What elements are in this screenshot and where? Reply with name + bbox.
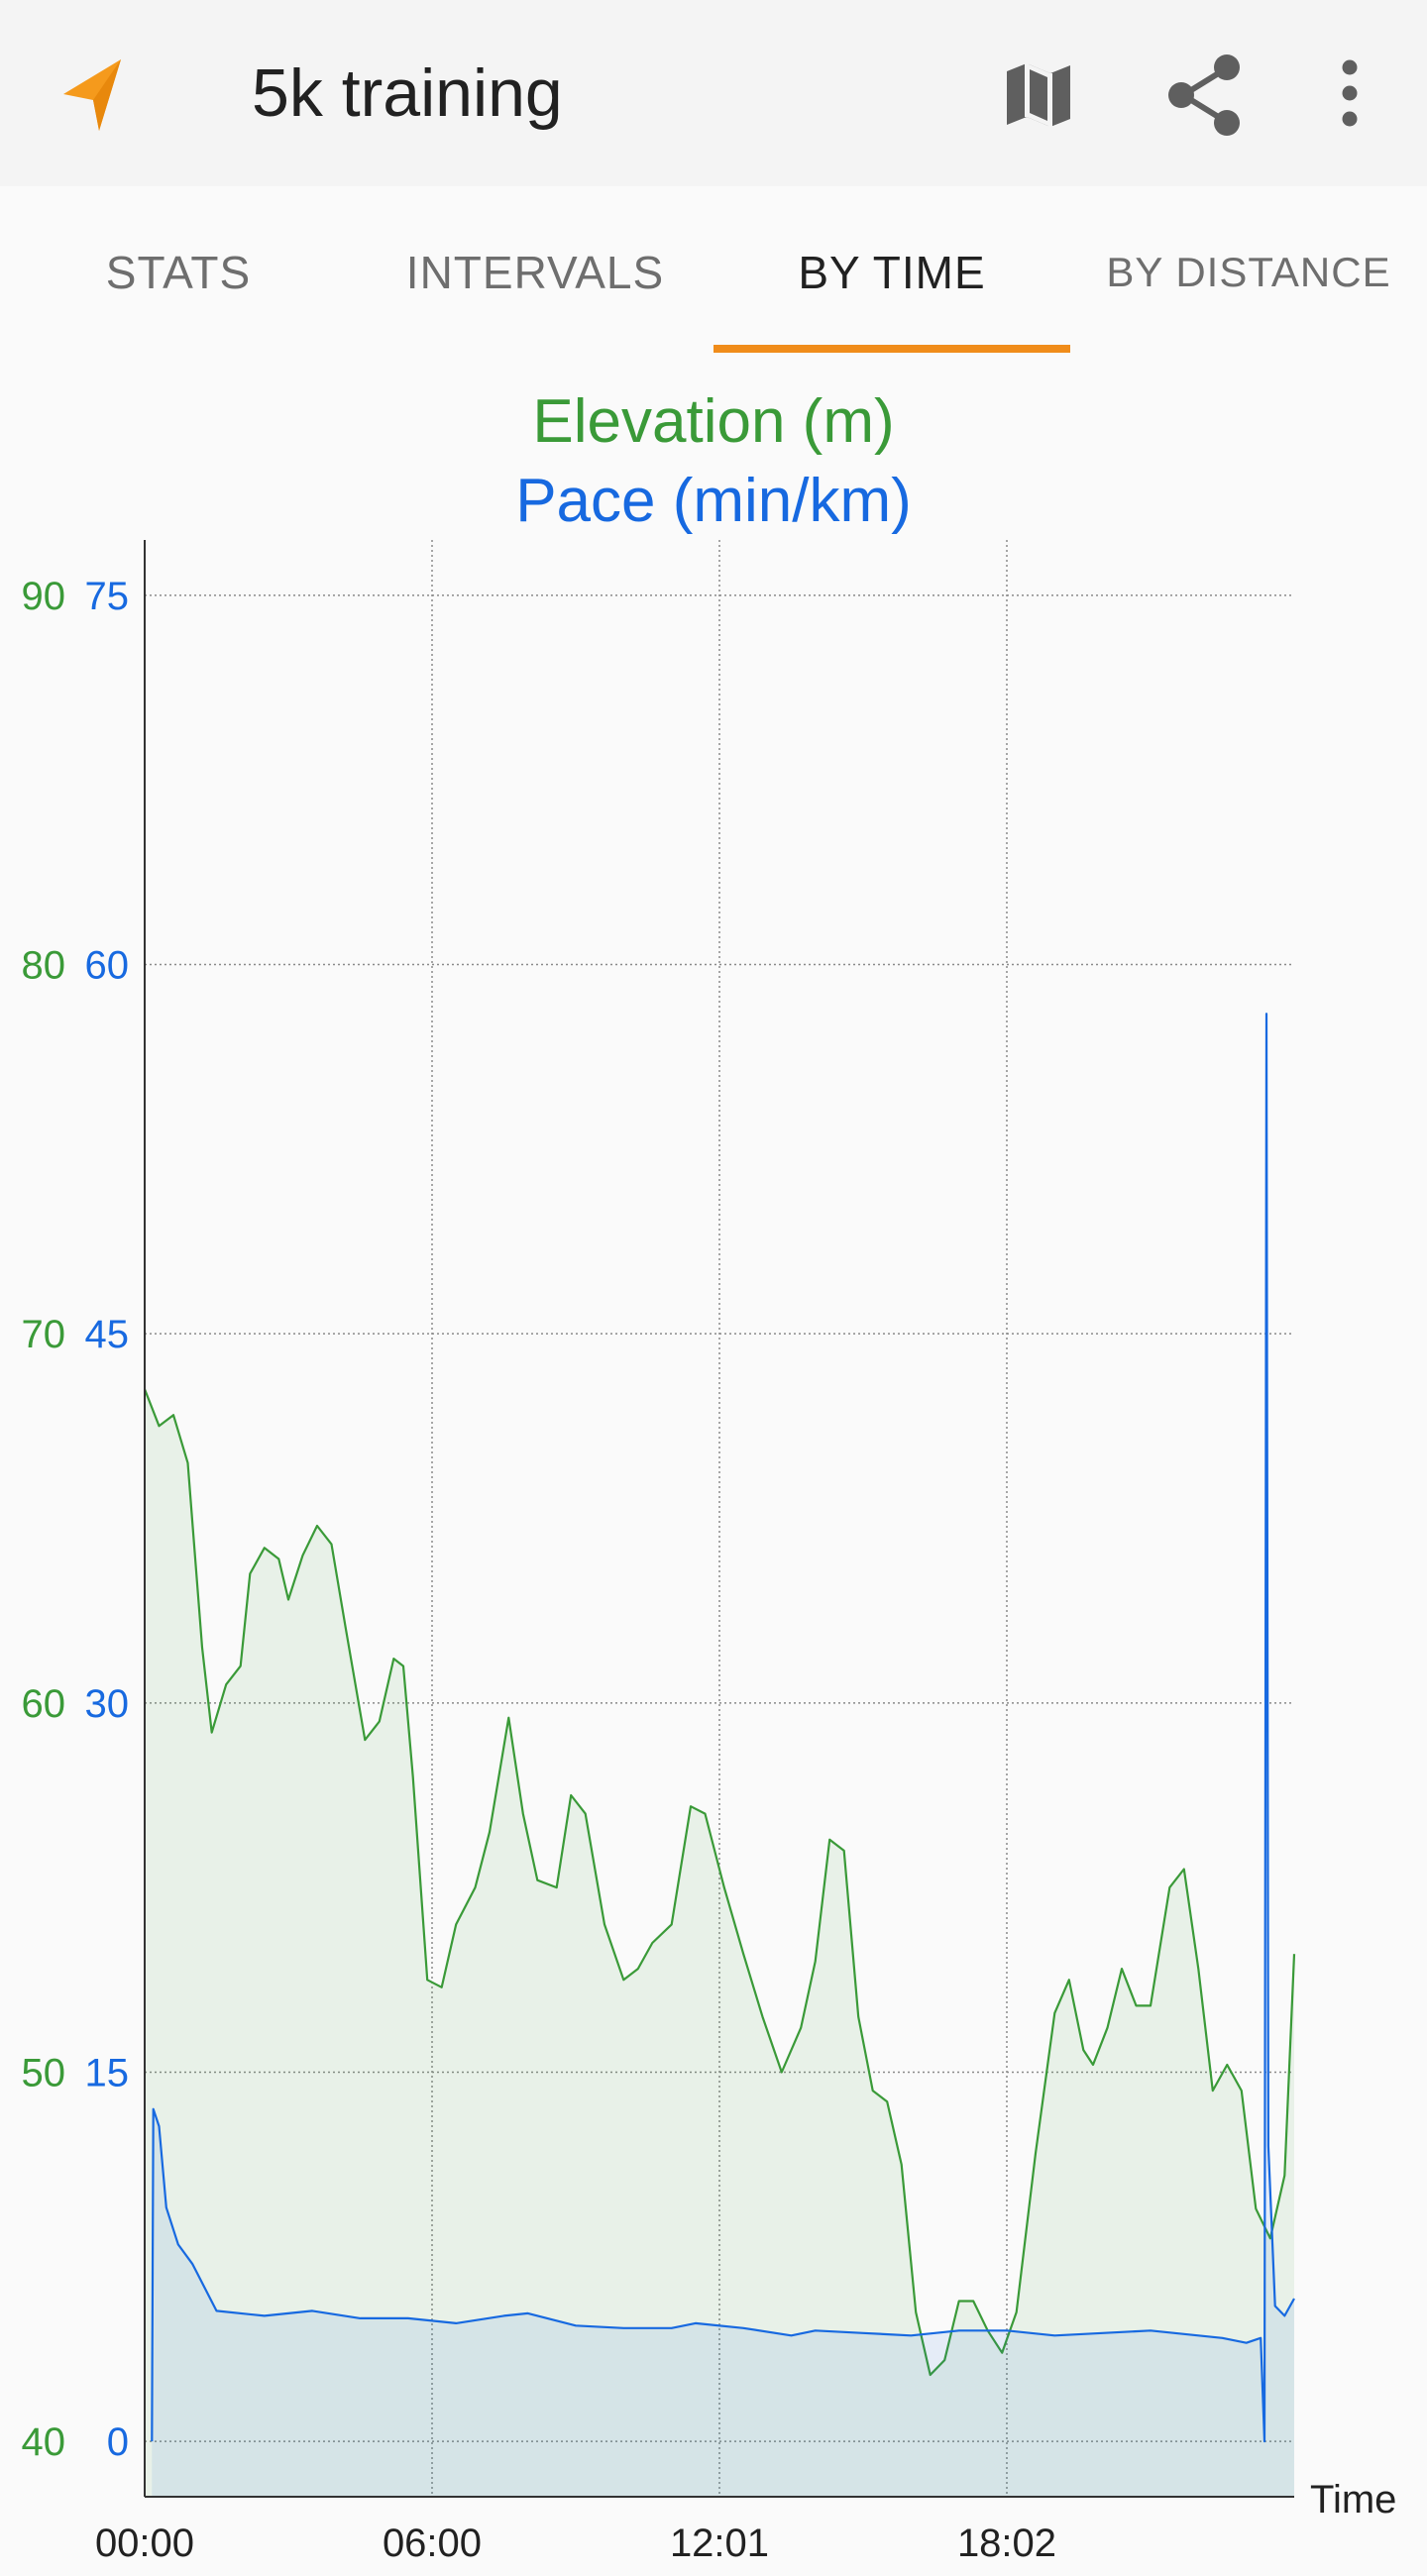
- x-tick-label: 18:02: [957, 2522, 1056, 2565]
- x-tick-label: 06:00: [383, 2522, 482, 2565]
- y-right-tick-label: 75: [85, 575, 130, 618]
- elevation-line: [143, 1388, 1296, 2377]
- y-right-tick-label: 45: [85, 1313, 130, 1356]
- chart-grid: [145, 540, 1294, 2497]
- y-left-tick-label: 90: [22, 575, 66, 618]
- y-left-tick-label: 70: [22, 1313, 66, 1356]
- y-left-tick-label: 80: [22, 944, 66, 988]
- y-left-tick-label: 50: [22, 2051, 66, 2094]
- x-axis-label: Time: [1310, 2478, 1396, 2522]
- chart-series: [143, 1013, 1296, 2498]
- x-tick-label: 12:01: [670, 2522, 769, 2565]
- tab-bar: STATS INTERVALS BY TIME BY DISTANCE: [0, 186, 1427, 353]
- tab-by-time[interactable]: BY TIME: [798, 247, 986, 298]
- y-left-tick-label: 40: [22, 2420, 66, 2464]
- y-right-tick-label: 15: [85, 2051, 130, 2094]
- y-right-tick-label: 30: [85, 1682, 130, 1726]
- elevation-area: [145, 1389, 1294, 2497]
- more-vert-icon[interactable]: [1300, 46, 1399, 145]
- y-left-tick-label: 60: [22, 1682, 66, 1726]
- app-bar: 5k training: [0, 0, 1427, 186]
- tab-by-distance[interactable]: BY DISTANCE: [1106, 249, 1391, 295]
- y-right-tick-label: 0: [107, 2420, 129, 2464]
- tab-intervals[interactable]: INTERVALS: [405, 247, 665, 298]
- chart-title-pace: Pace (min/km): [515, 467, 912, 535]
- share-icon[interactable]: [1155, 46, 1255, 145]
- pace-area: [152, 1014, 1294, 2498]
- tab-stats[interactable]: STATS: [105, 247, 252, 298]
- page-title: 5k training: [252, 55, 563, 131]
- x-tick-label: 00:00: [95, 2522, 194, 2565]
- navigation-arrow-icon[interactable]: [48, 40, 157, 149]
- pace-line: [151, 1013, 1295, 2443]
- map-icon[interactable]: [989, 46, 1088, 145]
- time-chart[interactable]: Elevation (m) Pace (min/km) 40 0 50 15 60 30 7…: [0, 353, 1427, 2576]
- chart-title-elevation: Elevation (m): [532, 387, 894, 456]
- active-tab-indicator: [714, 345, 1070, 353]
- chart-axes: 40 0 50 15 60 30 70 45 80 60 90 75 00:00 06:00 12:01 18…: [22, 540, 1294, 2565]
- y-right-tick-label: 60: [85, 944, 130, 988]
